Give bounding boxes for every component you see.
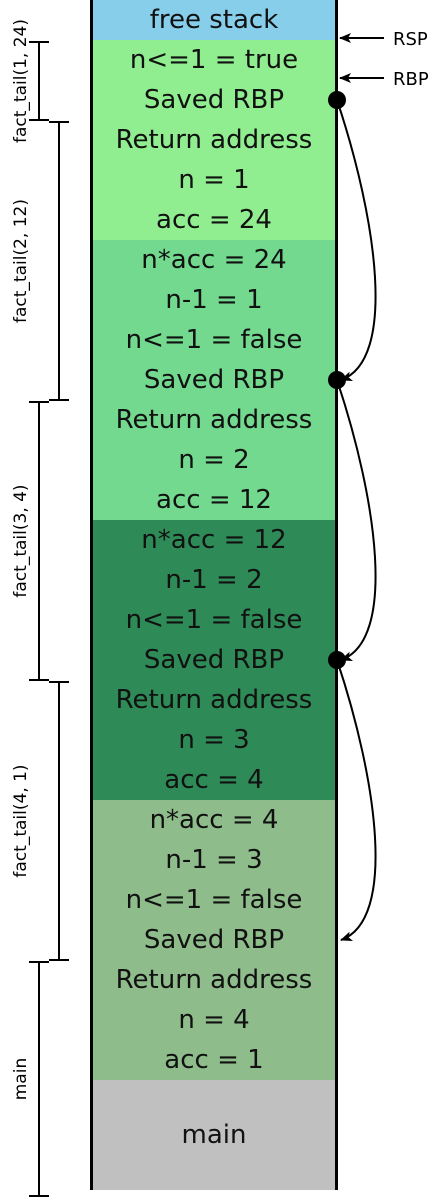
link-arrow (336, 99, 377, 381)
link-arrow (336, 659, 377, 941)
link-origin-dot (328, 371, 346, 389)
stack-cell-n-2: n = 2 (90, 440, 338, 483)
frame-bracket-fact-tail-2-12: fact_tail(2, 12) (11, 121, 69, 401)
pointer-rsp: RSP (339, 29, 428, 50)
saved-rbp-link (328, 91, 377, 381)
frame-bracket-main: main (11, 961, 49, 1197)
stack-cell-main: main (90, 1080, 338, 1190)
frame-label: fact_tail(2, 12) (11, 199, 31, 323)
stack-cell-n-4: n = 4 (90, 1000, 338, 1043)
frame-bracket-fact-tail-1-24: fact_tail(1, 24) (11, 19, 49, 143)
stack-cell-free-stack: free stack (90, 0, 338, 43)
frame-brackets: fact_tail(1, 24) fact_tail(2, 12) fact_tai… (11, 19, 69, 1197)
stack-column: free stack n<=1 = true Saved RBP Return add… (90, 0, 338, 1202)
stack-cell-n-1-true: n<=1 = true (90, 40, 338, 83)
frame-label: fact_tail(4, 1) (11, 764, 31, 877)
frame-label: fact_tail(3, 4) (11, 484, 31, 597)
pointer-label: RBP (393, 69, 429, 90)
frame-label: main (11, 1058, 31, 1100)
saved-rbp-link (328, 651, 377, 941)
link-origin-dot (328, 651, 346, 669)
pointer-label: RSP (393, 29, 428, 50)
register-pointers: RSP RBP (339, 29, 429, 90)
frame-bracket-fact-tail-3-4: fact_tail(3, 4) (11, 401, 49, 681)
saved-rbp-link (328, 371, 377, 661)
link-arrow (336, 379, 377, 661)
pointer-rbp: RBP (339, 69, 429, 90)
stack-cell-n-1: n = 1 (90, 160, 338, 203)
frame-bracket-fact-tail-4-1: fact_tail(4, 1) (11, 681, 69, 961)
frame-label: fact_tail(1, 24) (11, 19, 31, 143)
stack-cell-acc-24: acc = 24 (90, 200, 338, 243)
stack-cell-n-1-1: n-1 = 1 (90, 280, 338, 323)
stack-cell-n-acc-24: n*acc = 24 (90, 240, 338, 283)
link-origin-dot (328, 91, 346, 109)
stack-cell-saved-rbp: Saved RBP (90, 640, 338, 683)
stack-cell-return-address: Return address (90, 960, 338, 1003)
stack-cell-return-address: Return address (90, 400, 338, 443)
stack-cell-saved-rbp: Saved RBP (90, 360, 338, 403)
saved-rbp-links (328, 91, 377, 941)
